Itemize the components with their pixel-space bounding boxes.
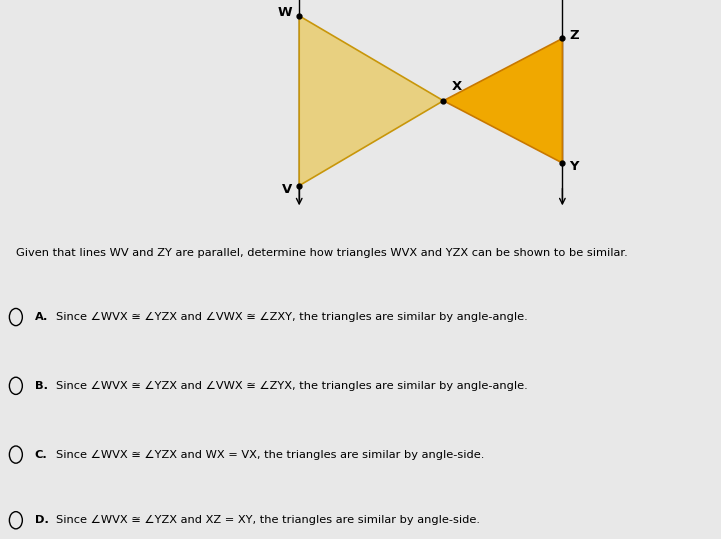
Text: Y: Y [570,160,579,173]
Text: Since ∠WVX ≅ ∠YZX and WX = VX, the triangles are similar by angle-side.: Since ∠WVX ≅ ∠YZX and WX = VX, the trian… [56,450,484,460]
Text: X: X [452,80,462,93]
Text: V: V [282,183,292,196]
Text: Since ∠WVX ≅ ∠YZX and ∠VWX ≅ ∠ZXY, the triangles are similar by angle-angle.: Since ∠WVX ≅ ∠YZX and ∠VWX ≅ ∠ZXY, the t… [56,312,527,322]
Text: Since ∠WVX ≅ ∠YZX and ∠VWX ≅ ∠ZYX, the triangles are similar by angle-angle.: Since ∠WVX ≅ ∠YZX and ∠VWX ≅ ∠ZYX, the t… [56,381,527,391]
Text: C.: C. [35,450,48,460]
Text: W: W [278,6,292,19]
Text: B.: B. [35,381,48,391]
Text: Given that lines WV and ZY are parallel, determine how triangles WVX and YZX can: Given that lines WV and ZY are parallel,… [16,248,627,258]
Text: Since ∠WVX ≅ ∠YZX and XZ = XY, the triangles are similar by angle-side.: Since ∠WVX ≅ ∠YZX and XZ = XY, the trian… [56,515,479,525]
Text: A.: A. [35,312,48,322]
Text: D.: D. [35,515,48,525]
Polygon shape [443,38,562,163]
Polygon shape [299,16,443,185]
Text: Z: Z [570,29,579,42]
